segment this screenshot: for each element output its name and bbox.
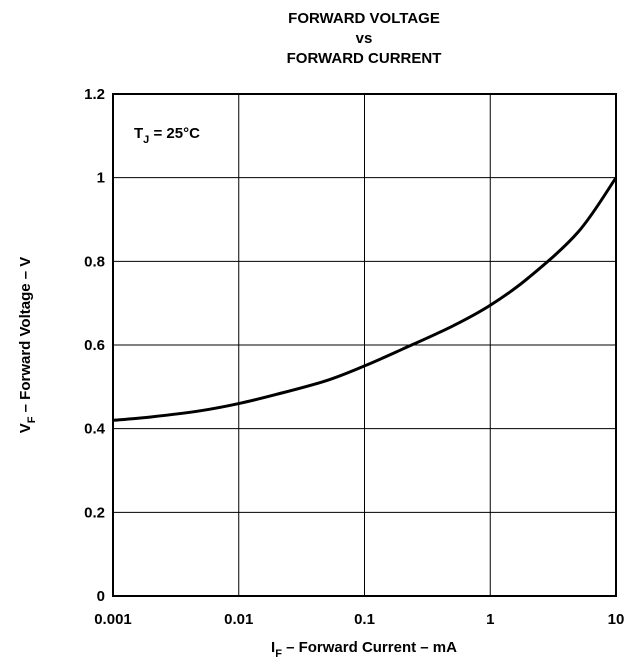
grid-lines [112,93,617,597]
y-tick-label: 0.8 [84,253,105,270]
y-axis-label-subscript: F [26,416,38,423]
y-axis-label: VF – Forward Voltage – V [17,257,38,434]
y-tick-label: 1 [97,170,105,187]
forward-voltage-curve [112,176,618,422]
y-tick-label: 0 [97,588,105,605]
y-axis-label-main: V [17,423,34,433]
y-tick-label: 0.6 [84,337,105,354]
chart-title-line-2: vs [356,30,373,47]
x-axis-label-main: I [271,639,275,656]
y-tick-label: 0.2 [84,504,105,521]
x-axis-label-rest: – Forward Current – mA [282,639,457,656]
x-tick-label: 0.1 [354,611,375,628]
y-axis-label-rest: – Forward Voltage – V [17,257,34,417]
y-tick-label: 1.2 [84,86,105,103]
x-tick-label: 1 [486,611,494,628]
annotation-main: T [134,125,143,142]
x-axis-label-subscript: F [275,648,282,660]
tick-labels: 0.001 0.01 0.1 1 10 0 0.2 0.4 0.6 0.8 1 1.2 [84,86,624,628]
x-axis-label: IF – Forward Current – mA [271,639,457,660]
annotation-subscript: J [143,134,149,146]
y-tick-label: 0.4 [84,421,106,438]
x-tick-label: 0.01 [224,611,253,628]
chart-title-line-1: FORWARD VOLTAGE [288,10,440,27]
series-group [112,176,618,422]
chart-title-line-3: FORWARD CURRENT [287,50,442,67]
plot-frame [112,93,617,597]
x-tick-label: 0.001 [94,611,132,628]
annotation-rest: = 25°C [149,125,200,142]
x-tick-label: 10 [608,611,625,628]
temperature-annotation: TJ = 25°C [134,125,200,146]
